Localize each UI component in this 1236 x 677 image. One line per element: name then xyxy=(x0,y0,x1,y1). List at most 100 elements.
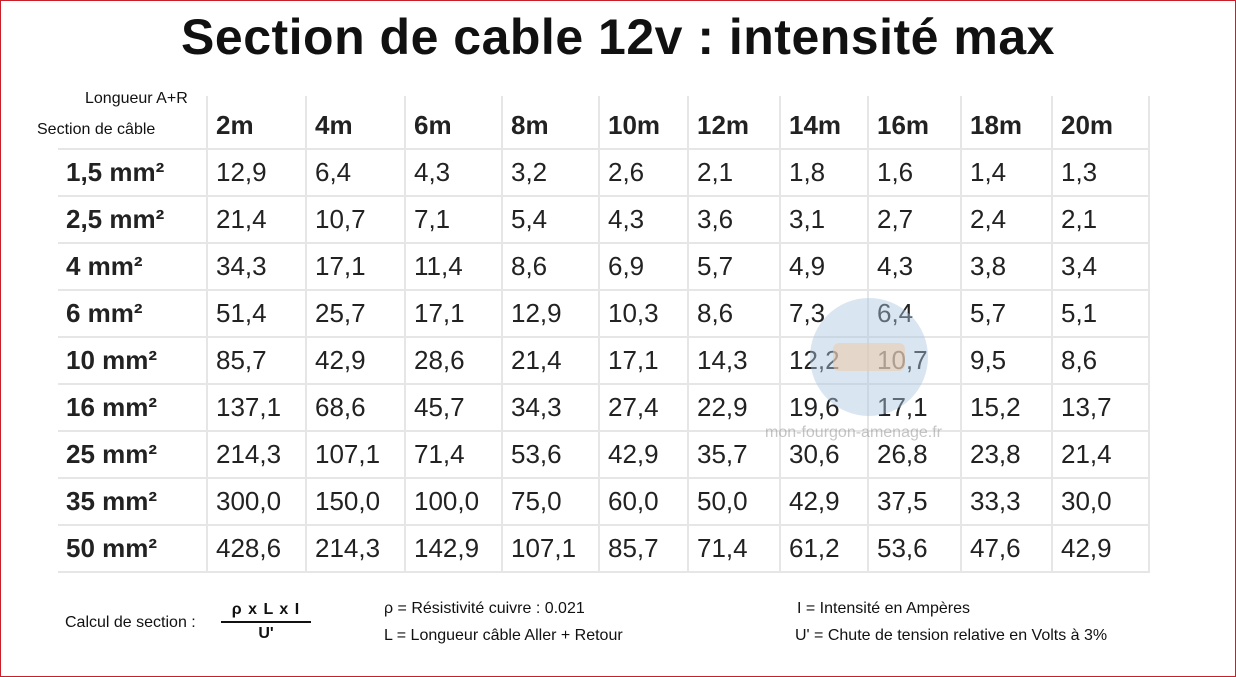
ampacity-cell: 5,4 xyxy=(502,196,600,244)
ampacity-cell: 17,1 xyxy=(405,290,503,338)
ampacity-cell: 5,7 xyxy=(688,243,781,291)
ampacity-cell: 42,9 xyxy=(599,431,689,479)
ampacity-cell: 3,4 xyxy=(1052,243,1150,291)
ampacity-table: 2m 4m 6m 8m 10m 12m 14m 16m 18m 20m 1,5 mm² 12,9 6,… xyxy=(58,96,1150,573)
section-label: 16 mm² xyxy=(58,384,208,432)
ampacity-cell: 428,6 xyxy=(207,525,307,573)
length-header: 6m xyxy=(405,96,503,150)
ampacity-cell: 33,3 xyxy=(961,478,1053,526)
ampacity-cell: 3,2 xyxy=(502,149,600,197)
table-row: 16 mm² 137,1 68,6 45,7 34,3 27,4 22,9 19,6 17,1 1… xyxy=(58,384,1150,432)
ampacity-cell: 107,1 xyxy=(502,525,600,573)
ampacity-cell: 8,6 xyxy=(502,243,600,291)
ampacity-cell: 30,6 xyxy=(780,431,869,479)
ampacity-cell: 6,4 xyxy=(306,149,406,197)
ampacity-cell: 21,4 xyxy=(1052,431,1150,479)
length-header: 10m xyxy=(599,96,689,150)
ampacity-cell: 51,4 xyxy=(207,290,307,338)
ampacity-cell: 13,7 xyxy=(1052,384,1150,432)
ampacity-cell: 25,7 xyxy=(306,290,406,338)
ampacity-cell: 142,9 xyxy=(405,525,503,573)
ampacity-cell: 85,7 xyxy=(599,525,689,573)
ampacity-cell: 6,4 xyxy=(868,290,962,338)
ampacity-cell: 11,4 xyxy=(405,243,503,291)
formula-denominator: U' xyxy=(258,625,274,642)
section-label: 25 mm² xyxy=(58,431,208,479)
legend-voltage-drop: U' = Chute de tension relative en Volts … xyxy=(795,627,1108,644)
ampacity-cell: 8,6 xyxy=(1052,337,1150,385)
ampacity-cell: 3,6 xyxy=(688,196,781,244)
ampacity-cell: 45,7 xyxy=(405,384,503,432)
ampacity-cell: 50,0 xyxy=(688,478,781,526)
ampacity-cell: 71,4 xyxy=(405,431,503,479)
table-row: 1,5 mm² 12,9 6,4 4,3 3,2 2,6 2,1 1,8 1,6 1,4 1,3 xyxy=(58,149,1150,197)
section-label: 35 mm² xyxy=(58,478,208,526)
ampacity-cell: 12,9 xyxy=(207,149,307,197)
table-row: 10 mm²85,742,928,621,417,114,312,210,79,… xyxy=(58,337,1150,385)
length-header: 14m xyxy=(780,96,869,150)
ampacity-cell: 10,3 xyxy=(599,290,689,338)
ampacity-cell: 1,4 xyxy=(961,149,1053,197)
ampacity-cell: 2,1 xyxy=(688,149,781,197)
watermark-text: mon-fourgon-amenage.fr xyxy=(765,424,942,441)
length-header: 2m xyxy=(207,96,307,150)
header-row: 2m 4m 6m 8m 10m 12m 14m 16m 18m 20m xyxy=(58,96,1150,150)
ampacity-cell: 53,6 xyxy=(868,525,962,573)
ampacity-cell: 3,1 xyxy=(780,196,869,244)
section-label: 1,5 mm² xyxy=(58,149,208,197)
table-row: 4 mm² 34,3 17,1 11,4 8,6 6,9 5,7 4,9 4,3 3,8 3,4 xyxy=(58,243,1150,291)
formula-numerator: ρ x L x I xyxy=(231,601,301,618)
ampacity-cell: 28,6 xyxy=(405,337,503,385)
fraction-bar xyxy=(221,621,311,623)
table-row: 2,5 mm² 21,4 10,7 7,1 5,4 4,3 3,6 3,1 2,7 2,4 2,1 xyxy=(58,196,1150,244)
ampacity-cell: 7,3 xyxy=(780,290,869,338)
ampacity-cell: 17,1 xyxy=(599,337,689,385)
ampacity-cell: 27,4 xyxy=(599,384,689,432)
ampacity-cell: 150,0 xyxy=(306,478,406,526)
ampacity-cell: 53,6 xyxy=(502,431,600,479)
ampacity-cell: 26,8 xyxy=(868,431,962,479)
ampacity-cell: 23,8 xyxy=(961,431,1053,479)
ampacity-cell: 30,0 xyxy=(1052,478,1150,526)
ampacity-cell: 8,6 xyxy=(688,290,781,338)
ampacity-cell: 300,0 xyxy=(207,478,307,526)
ampacity-cell: 4,3 xyxy=(599,196,689,244)
ampacity-cell: 34,3 xyxy=(207,243,307,291)
table-body: 1,5 mm² 12,9 6,4 4,3 3,2 2,6 2,1 1,8 1,6 1,4 1,3 2,… xyxy=(58,149,1150,573)
ampacity-cell: 3,8 xyxy=(961,243,1053,291)
table-row: 25 mm² 214,3 107,1 71,4 53,6 42,9 35,7 30,6 26,8… xyxy=(58,431,1150,479)
ampacity-cell: 9,5 xyxy=(961,337,1053,385)
ampacity-cell: 4,3 xyxy=(405,149,503,197)
ampacity-cell: 137,1 xyxy=(207,384,307,432)
ampacity-cell: 34,3 xyxy=(502,384,600,432)
ampacity-cell: 21,4 xyxy=(207,196,307,244)
ampacity-cell: 1,8 xyxy=(780,149,869,197)
ampacity-cell: 21,4 xyxy=(502,337,600,385)
legend-intensity: I = Intensité en Ampères xyxy=(797,600,970,617)
length-header: 18m xyxy=(961,96,1053,150)
legend-length: L = Longueur câble Aller + Retour xyxy=(384,627,623,644)
section-label: 4 mm² xyxy=(58,243,208,291)
ampacity-cell: 42,9 xyxy=(780,478,869,526)
ampacity-cell: 17,1 xyxy=(868,384,962,432)
ampacity-cell: 60,0 xyxy=(599,478,689,526)
ampacity-cell: 15,2 xyxy=(961,384,1053,432)
ampacity-cell: 17,1 xyxy=(306,243,406,291)
ampacity-cell: 1,6 xyxy=(868,149,962,197)
ampacity-cell: 22,9 xyxy=(688,384,781,432)
ampacity-cell: 42,9 xyxy=(306,337,406,385)
ampacity-cell: 68,6 xyxy=(306,384,406,432)
ampacity-cell: 12,9 xyxy=(502,290,600,338)
ampacity-cell: 47,6 xyxy=(961,525,1053,573)
ampacity-cell: 5,1 xyxy=(1052,290,1150,338)
ampacity-cell: 214,3 xyxy=(306,525,406,573)
ampacity-cell: 4,9 xyxy=(780,243,869,291)
ampacity-cell: 71,4 xyxy=(688,525,781,573)
ampacity-cell: 100,0 xyxy=(405,478,503,526)
ampacity-cell: 35,7 xyxy=(688,431,781,479)
ampacity-cell: 2,1 xyxy=(1052,196,1150,244)
ampacity-cell: 5,7 xyxy=(961,290,1053,338)
corner-cell xyxy=(58,96,208,150)
ampacity-cell: 214,3 xyxy=(207,431,307,479)
ampacity-cell: 1,3 xyxy=(1052,149,1150,197)
